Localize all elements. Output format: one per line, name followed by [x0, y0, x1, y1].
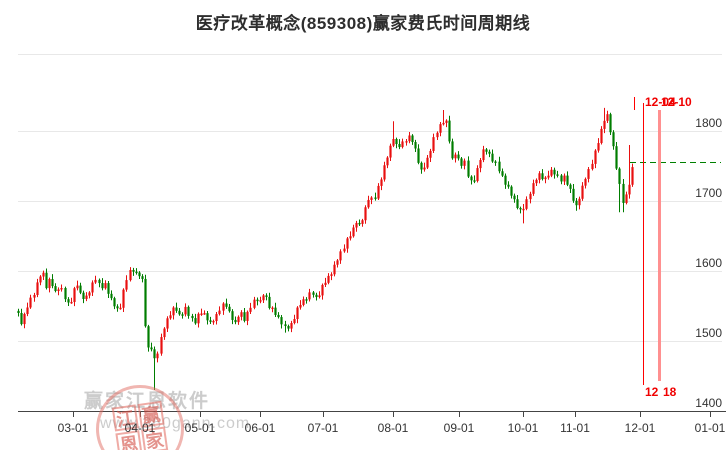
x-tick-label: 11-01: [560, 421, 590, 435]
watermark-brand-text: 赢家江恩软件: [84, 391, 211, 412]
x-tick-label: 08-01: [377, 421, 409, 435]
y-tick-label: 1700: [695, 186, 722, 200]
x-tick-label: 07-01: [307, 421, 339, 435]
fib-line-date-label-top: 12-04: [645, 95, 676, 109]
x-tick-label: 10-01: [507, 421, 539, 435]
x-tick-label: 06-01: [244, 421, 276, 435]
x-tick-label: 01-01: [694, 421, 726, 435]
y-tick-label: 1800: [695, 116, 722, 130]
x-tick-label: 12-01: [624, 421, 656, 435]
y-tick-label: 1400: [695, 396, 722, 410]
watermark-url-text: www.360gann.com: [100, 415, 251, 432]
x-tick-label: 09-01: [443, 421, 475, 435]
fib-line-date-label-top: 12-10: [661, 95, 692, 109]
fib-line-date-label-bottom: 12: [645, 385, 659, 399]
x-tick-label: 03-01: [57, 421, 89, 435]
x-tick-label: 04-01: [124, 421, 156, 435]
fib-line-date-label-bottom: 18: [663, 385, 677, 399]
chart-title: 医疗改革概念(859308)赢家费氏时间周期线: [195, 14, 531, 33]
y-tick-label: 1500: [695, 326, 722, 340]
y-tick-label: 1600: [695, 256, 722, 270]
x-tick-label: 05-01: [184, 421, 216, 435]
